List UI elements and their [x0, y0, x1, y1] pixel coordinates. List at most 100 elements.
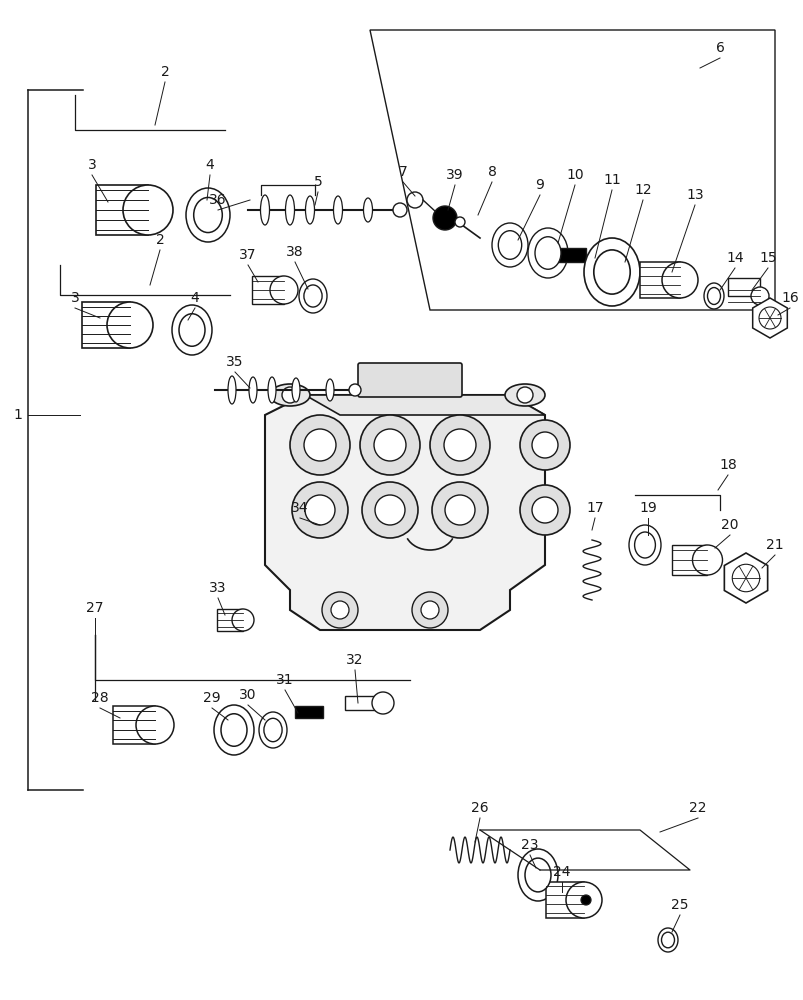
- Circle shape: [304, 495, 335, 525]
- Ellipse shape: [228, 376, 236, 404]
- Ellipse shape: [498, 231, 521, 259]
- Text: 13: 13: [685, 188, 703, 202]
- Polygon shape: [724, 553, 767, 603]
- Circle shape: [732, 564, 759, 592]
- Text: 20: 20: [720, 518, 738, 532]
- Text: 33: 33: [209, 581, 226, 595]
- Bar: [251, 276, 283, 304]
- Ellipse shape: [194, 197, 222, 233]
- Circle shape: [520, 420, 569, 470]
- Text: 39: 39: [446, 168, 463, 182]
- Circle shape: [565, 882, 601, 918]
- Ellipse shape: [285, 195, 294, 225]
- Text: 31: 31: [276, 673, 293, 687]
- Ellipse shape: [333, 196, 342, 224]
- Bar: [82, 302, 130, 348]
- Text: 3: 3: [71, 291, 79, 305]
- Text: 3: 3: [88, 158, 96, 172]
- Circle shape: [421, 601, 438, 619]
- Circle shape: [443, 429, 475, 461]
- Ellipse shape: [593, 250, 630, 294]
- Circle shape: [532, 497, 557, 523]
- Ellipse shape: [504, 384, 544, 406]
- Text: 2: 2: [161, 65, 169, 79]
- Text: 29: 29: [203, 691, 221, 705]
- Text: 26: 26: [471, 801, 488, 815]
- Ellipse shape: [528, 228, 567, 278]
- Circle shape: [270, 276, 298, 304]
- Circle shape: [691, 545, 722, 575]
- Ellipse shape: [707, 288, 719, 304]
- Circle shape: [516, 387, 532, 403]
- Circle shape: [406, 192, 422, 208]
- Circle shape: [136, 706, 173, 744]
- Text: 10: 10: [565, 168, 583, 182]
- Bar: [727, 278, 759, 296]
- Text: 27: 27: [86, 601, 104, 615]
- Circle shape: [433, 206, 456, 230]
- Circle shape: [454, 217, 464, 227]
- Text: 23: 23: [520, 838, 538, 852]
- Circle shape: [750, 287, 768, 305]
- Text: 2: 2: [156, 233, 164, 247]
- Ellipse shape: [304, 285, 322, 307]
- Bar: [639, 262, 679, 298]
- Circle shape: [361, 482, 418, 538]
- Circle shape: [373, 429, 406, 461]
- Text: 21: 21: [765, 538, 783, 552]
- Ellipse shape: [214, 705, 254, 755]
- Polygon shape: [265, 395, 544, 630]
- Ellipse shape: [260, 195, 269, 225]
- Ellipse shape: [657, 928, 677, 952]
- Circle shape: [304, 429, 336, 461]
- Ellipse shape: [185, 188, 230, 242]
- Circle shape: [291, 482, 348, 538]
- Ellipse shape: [517, 849, 557, 901]
- Text: 7: 7: [398, 165, 407, 179]
- Circle shape: [581, 895, 590, 905]
- Text: 4: 4: [206, 158, 214, 172]
- Bar: [671, 545, 707, 575]
- Text: 32: 32: [346, 653, 363, 667]
- Text: 12: 12: [634, 183, 651, 197]
- Text: 35: 35: [226, 355, 243, 369]
- Bar: [545, 882, 583, 918]
- Ellipse shape: [221, 714, 247, 746]
- Ellipse shape: [325, 379, 333, 401]
- Circle shape: [290, 415, 349, 475]
- Circle shape: [331, 601, 349, 619]
- Ellipse shape: [491, 223, 528, 267]
- Text: 24: 24: [552, 865, 570, 879]
- Ellipse shape: [263, 718, 282, 742]
- Circle shape: [374, 495, 405, 525]
- Ellipse shape: [363, 198, 372, 222]
- Text: 15: 15: [758, 251, 776, 265]
- Polygon shape: [752, 298, 786, 338]
- Circle shape: [532, 432, 557, 458]
- Ellipse shape: [534, 237, 560, 269]
- Text: 22: 22: [688, 801, 706, 815]
- Bar: [113, 706, 155, 744]
- Text: 6: 6: [715, 41, 724, 55]
- Ellipse shape: [305, 196, 314, 224]
- Ellipse shape: [634, 532, 654, 558]
- Text: 28: 28: [91, 691, 108, 705]
- Text: 30: 30: [239, 688, 256, 702]
- Circle shape: [444, 495, 475, 525]
- Bar: [217, 609, 243, 631]
- Ellipse shape: [270, 384, 310, 406]
- Ellipse shape: [267, 377, 275, 403]
- Text: 14: 14: [725, 251, 743, 265]
- Ellipse shape: [299, 279, 327, 313]
- Text: 1: 1: [14, 408, 22, 422]
- Bar: [295, 706, 323, 718]
- Text: 37: 37: [239, 248, 256, 262]
- Ellipse shape: [628, 525, 660, 565]
- Text: 11: 11: [602, 173, 620, 187]
- Circle shape: [758, 307, 780, 329]
- FancyBboxPatch shape: [357, 363, 462, 397]
- Text: 17: 17: [585, 501, 603, 515]
- Ellipse shape: [291, 378, 300, 402]
- Polygon shape: [304, 395, 544, 415]
- Text: 8: 8: [487, 165, 495, 179]
